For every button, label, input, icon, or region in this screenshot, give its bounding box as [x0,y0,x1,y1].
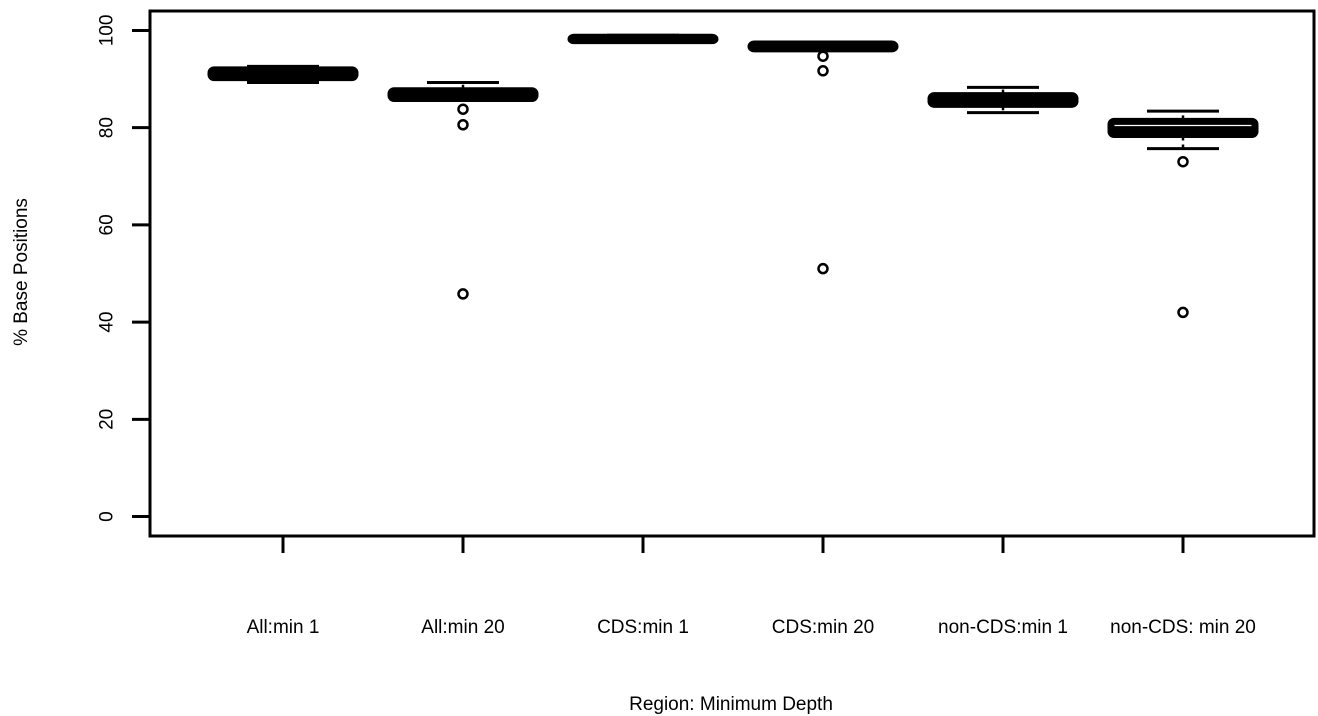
outlier-point [457,103,469,115]
outlier-point [817,262,829,275]
y-axis-label: % Base Positions [11,198,32,346]
box-6 [1107,109,1259,319]
boxes-layer [207,33,1259,319]
plot-frame [148,9,1316,538]
box-3 [567,33,719,45]
x-tick-label: CDS:min 1 [597,617,689,638]
x-tick-label: non-CDS:min 1 [938,617,1068,638]
outlier-point [817,50,829,62]
y-tick-label: 100 [97,15,118,47]
outlier-point [1177,306,1189,319]
box-1 [207,64,359,84]
x-tick-label: All:min 1 [247,617,320,638]
outlier-point [457,119,469,131]
y-tick-label: 0 [97,511,118,522]
x-axis: All:min 1 All:min 20 CDS:min 1 CDS:min 20 no… [247,536,1256,638]
y-tick-label: 80 [97,117,118,138]
x-tick-label: CDS:min 20 [772,617,874,638]
box-2 [387,80,539,300]
x-tick-label: non-CDS: min 20 [1110,617,1256,638]
x-tick-label: All:min 20 [421,617,504,638]
outlier-point [817,65,829,77]
y-tick-label: 20 [97,409,118,430]
box-5 [927,85,1079,115]
outlier-point [457,288,469,300]
x-axis-label: Region: Minimum Depth [629,694,833,715]
outlier-point [1177,155,1189,168]
y-axis: 0 20 40 60 80 100 [97,15,150,522]
y-tick-label: 60 [97,214,118,235]
box-4 [747,40,899,275]
y-tick-label: 40 [97,312,118,333]
